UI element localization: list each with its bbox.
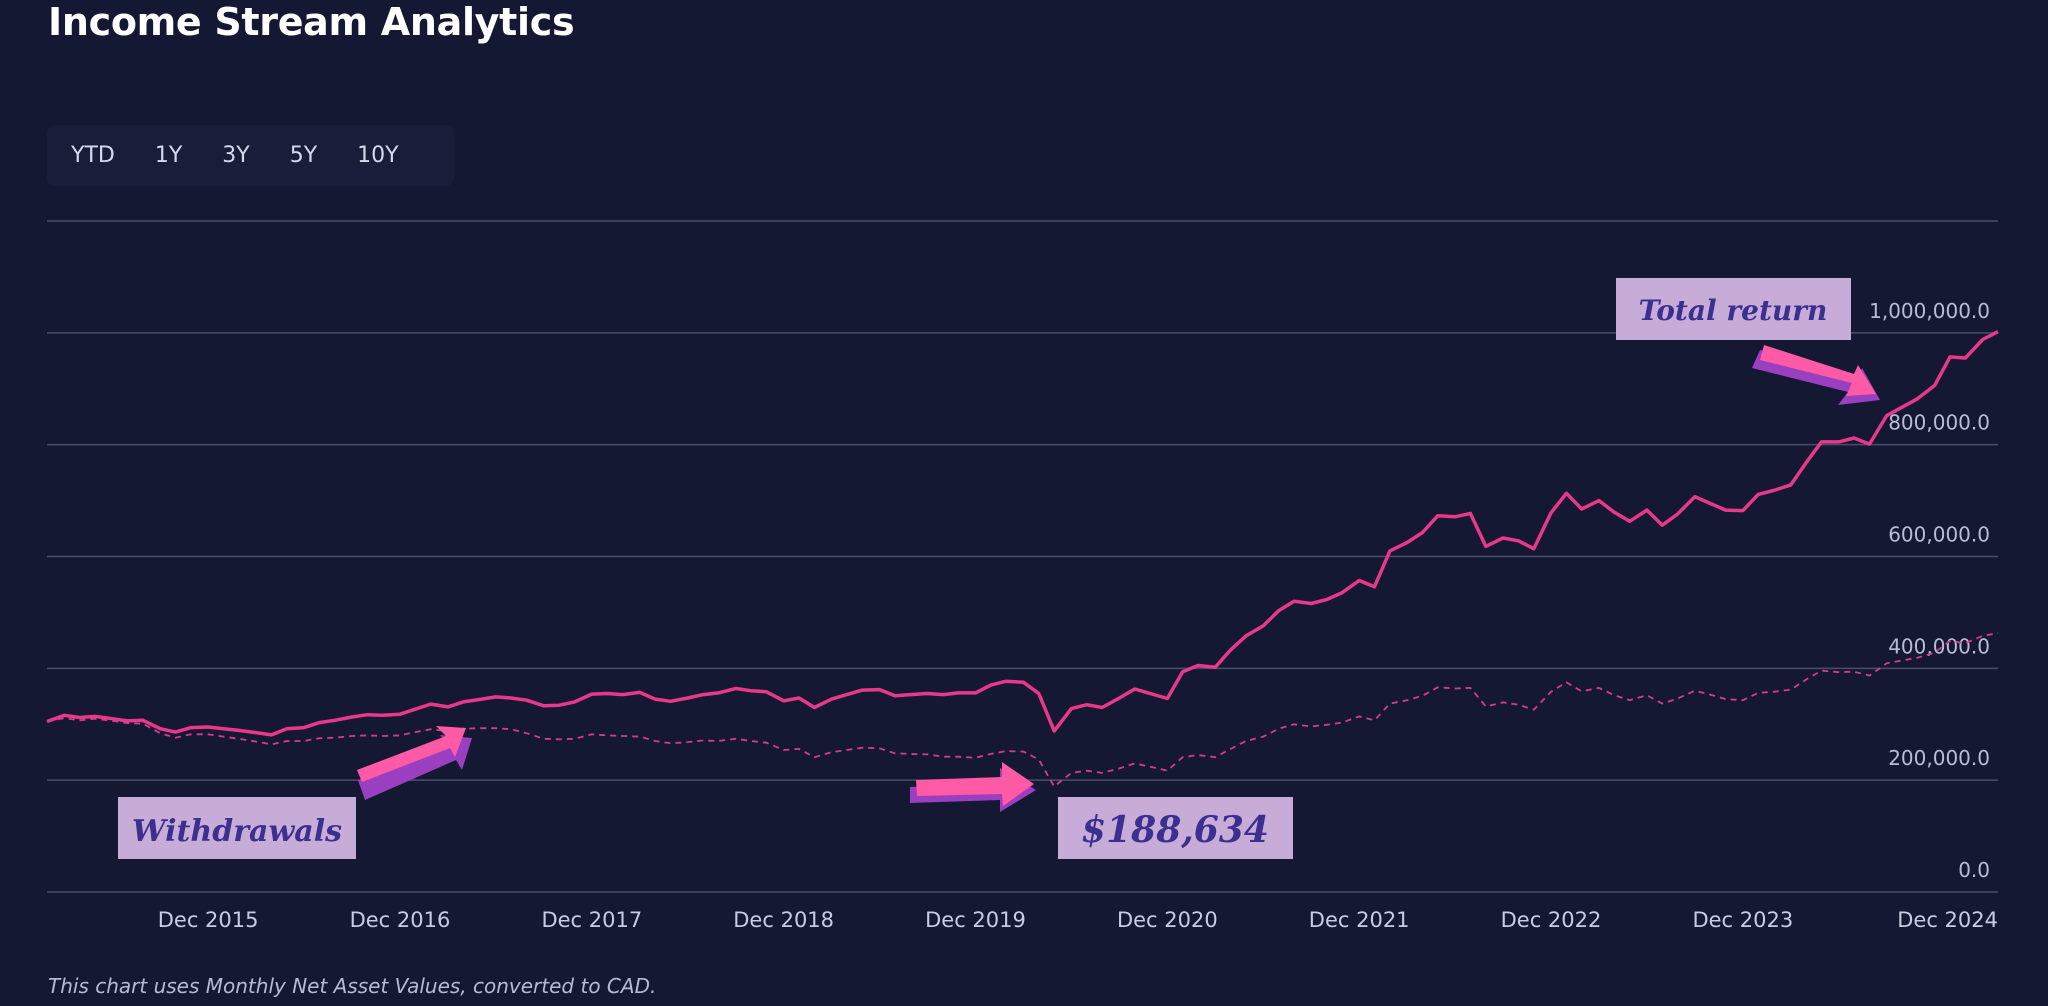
- arrow-icon: [1752, 345, 1880, 405]
- y-axis-ticks: 0.0 200,000.0 400,000.0 600,000.0 800,000.0 1…: [1869, 299, 1990, 882]
- withdrawals-callout: Withdrawals: [118, 726, 472, 859]
- withdrawals-line: [46, 632, 1999, 788]
- x-tick-label: Dec 2018: [733, 908, 834, 932]
- y-tick-label: 0.0: [1958, 858, 1990, 882]
- withdrawals-label-box: [118, 797, 356, 859]
- x-tick-label: Dec 2023: [1692, 908, 1793, 932]
- tab-10y[interactable]: 10Y: [345, 143, 410, 168]
- x-tick-label: Dec 2019: [925, 908, 1026, 932]
- x-tick-label: Dec 2016: [350, 908, 451, 932]
- footnote: This chart uses Monthly Net Asset Values…: [48, 974, 657, 998]
- x-tick-label: Dec 2022: [1501, 908, 1602, 932]
- withdrawals-label: Withdrawals: [132, 814, 342, 849]
- minimum-callout: $188,634: [910, 762, 1293, 859]
- x-tick-label: Dec 2015: [158, 908, 259, 932]
- y-tick-label: 800,000.0: [1888, 411, 1990, 435]
- series-lines: [46, 330, 1999, 788]
- y-tick-label: 200,000.0: [1888, 746, 1990, 770]
- total-return-label-box: [1616, 278, 1851, 340]
- y-tick-label: 600,000.0: [1888, 523, 1990, 547]
- tab-3y[interactable]: 3Y: [210, 143, 261, 168]
- y-tick-label: 400,000.0: [1888, 634, 1990, 658]
- x-axis-ticks: Dec 2015 Dec 2016 Dec 2017 Dec 2018 Dec 2019…: [158, 908, 1998, 932]
- total-return-label: Total return: [1639, 294, 1828, 327]
- minimum-label: $188,634: [1081, 809, 1269, 851]
- tab-1y[interactable]: 1Y: [143, 143, 194, 168]
- y-tick-label: 1,000,000.0: [1869, 299, 1990, 323]
- time-range-tabs: YTD 1Y 3Y 5Y 10Y: [47, 125, 454, 186]
- tab-5y[interactable]: 5Y: [278, 143, 329, 168]
- x-tick-label: Dec 2021: [1309, 908, 1410, 932]
- total-return-callout: Total return: [1616, 278, 1880, 405]
- page-title: Income Stream Analytics: [48, 0, 575, 44]
- tab-ytd[interactable]: YTD: [59, 143, 127, 168]
- x-tick-label: Dec 2024: [1897, 908, 1998, 932]
- x-tick-label: Dec 2017: [541, 908, 642, 932]
- minimum-label-box: [1058, 797, 1293, 859]
- total-return-line: [46, 330, 1999, 737]
- x-tick-label: Dec 2020: [1117, 908, 1218, 932]
- arrow-icon: [910, 762, 1036, 812]
- arrow-icon: [357, 726, 472, 800]
- grid-lines: [47, 220, 1998, 893]
